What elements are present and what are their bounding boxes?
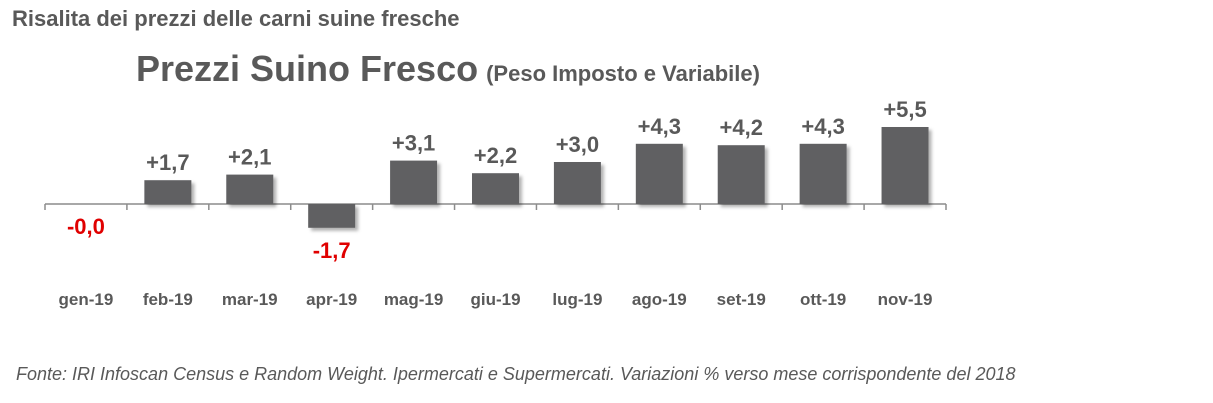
x-tick-label: ott-19 bbox=[800, 290, 846, 309]
x-tick-label: giu-19 bbox=[470, 290, 520, 309]
data-label: +5,5 bbox=[883, 97, 926, 122]
x-tick-label: ago-19 bbox=[632, 290, 687, 309]
x-tick-label: gen-19 bbox=[59, 290, 114, 309]
data-label: +4,2 bbox=[720, 115, 763, 140]
data-label: +4,3 bbox=[801, 114, 844, 139]
bar-ago-19 bbox=[635, 143, 683, 204]
data-label: +1,7 bbox=[146, 150, 189, 175]
x-tick-label: mag-19 bbox=[384, 290, 444, 309]
source-note: Fonte: IRI Infoscan Census e Random Weig… bbox=[16, 364, 1016, 384]
bar-apr-19 bbox=[308, 204, 356, 228]
data-label: +4,3 bbox=[638, 114, 681, 139]
x-tick-label: mar-19 bbox=[222, 290, 278, 309]
chart-subtitle: (Peso Imposto e Variabile) bbox=[486, 61, 760, 86]
bar-nov-19 bbox=[881, 127, 929, 204]
data-label: +2,1 bbox=[228, 145, 271, 170]
chart-title-main: Prezzi Suino Fresco bbox=[136, 48, 479, 89]
data-label: -0,0 bbox=[67, 214, 105, 239]
bar-lug-19 bbox=[553, 162, 601, 204]
bar-mar-19 bbox=[226, 174, 274, 204]
bar-set-19 bbox=[717, 145, 765, 204]
x-tick-label: set-19 bbox=[717, 290, 766, 309]
data-label: +2,2 bbox=[474, 143, 517, 168]
x-tick-label: nov-19 bbox=[878, 290, 933, 309]
bar-ott-19 bbox=[799, 143, 847, 204]
x-tick-label: lug-19 bbox=[552, 290, 602, 309]
data-label: +3,1 bbox=[392, 131, 435, 156]
bar-giu-19 bbox=[472, 173, 519, 204]
x-tick-label: apr-19 bbox=[306, 290, 357, 309]
bar-feb-19 bbox=[144, 180, 192, 204]
data-label: +3,0 bbox=[556, 132, 599, 157]
bar-mag-19 bbox=[390, 160, 438, 204]
page-headline: Risalita dei prezzi delle carni suine fr… bbox=[12, 6, 460, 31]
chart-title: Prezzi Suino Fresco (Peso Imposto e Varia… bbox=[136, 48, 760, 90]
data-label: -1,7 bbox=[313, 238, 351, 263]
x-tick-label: feb-19 bbox=[143, 290, 193, 309]
